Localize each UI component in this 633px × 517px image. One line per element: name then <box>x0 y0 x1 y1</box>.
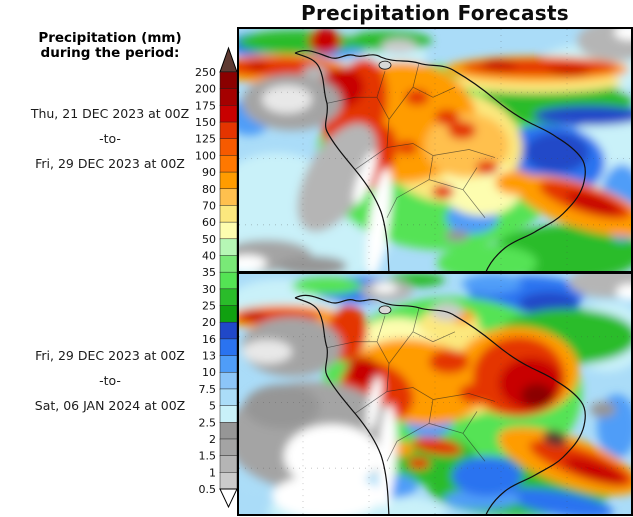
period-1-start: Thu, 21 DEC 2023 at 00Z <box>30 106 190 121</box>
svg-text:10: 10 <box>202 366 216 379</box>
svg-text:90: 90 <box>202 166 216 179</box>
period-block-2: Fri, 29 DEC 2023 at 00Z -to- Sat, 06 JAN… <box>8 349 212 413</box>
svg-text:125: 125 <box>195 133 216 146</box>
svg-text:0.5: 0.5 <box>199 483 217 496</box>
svg-text:7.5: 7.5 <box>199 383 217 396</box>
svg-text:60: 60 <box>202 216 216 229</box>
svg-text:1.5: 1.5 <box>199 450 217 463</box>
svg-text:25: 25 <box>202 300 216 313</box>
lake-maracaibo <box>378 305 392 315</box>
map-frame <box>237 272 633 516</box>
color-scale: 2502001751501251009080706050403530252016… <box>195 46 238 509</box>
svg-text:2: 2 <box>209 433 216 446</box>
svg-text:150: 150 <box>195 116 216 129</box>
svg-text:5: 5 <box>209 400 216 413</box>
period-2-end: Sat, 06 JAN 2024 at 00Z <box>34 398 186 413</box>
svg-text:35: 35 <box>202 266 216 279</box>
lake-maracaibo <box>378 60 392 70</box>
map-panel-bottom <box>237 272 633 516</box>
svg-text:70: 70 <box>202 199 216 212</box>
coastline <box>294 50 586 273</box>
period-2-start: Fri, 29 DEC 2023 at 00Z <box>35 348 185 363</box>
svg-text:250: 250 <box>195 66 216 79</box>
svg-text:80: 80 <box>202 183 216 196</box>
legend-heading-line1: Precipitation (mm) <box>38 30 182 46</box>
period-1-end: Fri, 29 DEC 2023 at 00Z <box>35 156 185 171</box>
svg-text:20: 20 <box>202 316 216 329</box>
legend-heading: Precipitation (mm) during the period: <box>8 31 212 61</box>
legend-heading-line2: during the period: <box>40 45 180 61</box>
svg-text:175: 175 <box>195 99 216 112</box>
map-frame <box>237 27 633 273</box>
page-title: Precipitation Forecasts <box>300 1 570 25</box>
country-borders <box>326 307 496 462</box>
svg-text:16: 16 <box>202 333 216 346</box>
svg-text:13: 13 <box>202 350 216 363</box>
period-block-1: Thu, 21 DEC 2023 at 00Z -to- Fri, 29 DEC… <box>8 107 212 171</box>
country-borders <box>326 63 496 218</box>
svg-text:2.5: 2.5 <box>199 416 217 429</box>
svg-text:200: 200 <box>195 83 216 96</box>
coastline <box>294 294 586 516</box>
period-1-separator: -to- <box>99 131 121 146</box>
svg-text:40: 40 <box>202 249 216 262</box>
period-2-separator: -to- <box>99 373 121 388</box>
map-panel-top <box>237 27 633 273</box>
svg-text:50: 50 <box>202 233 216 246</box>
svg-text:1: 1 <box>209 466 216 479</box>
svg-text:100: 100 <box>195 149 216 162</box>
svg-text:30: 30 <box>202 283 216 296</box>
